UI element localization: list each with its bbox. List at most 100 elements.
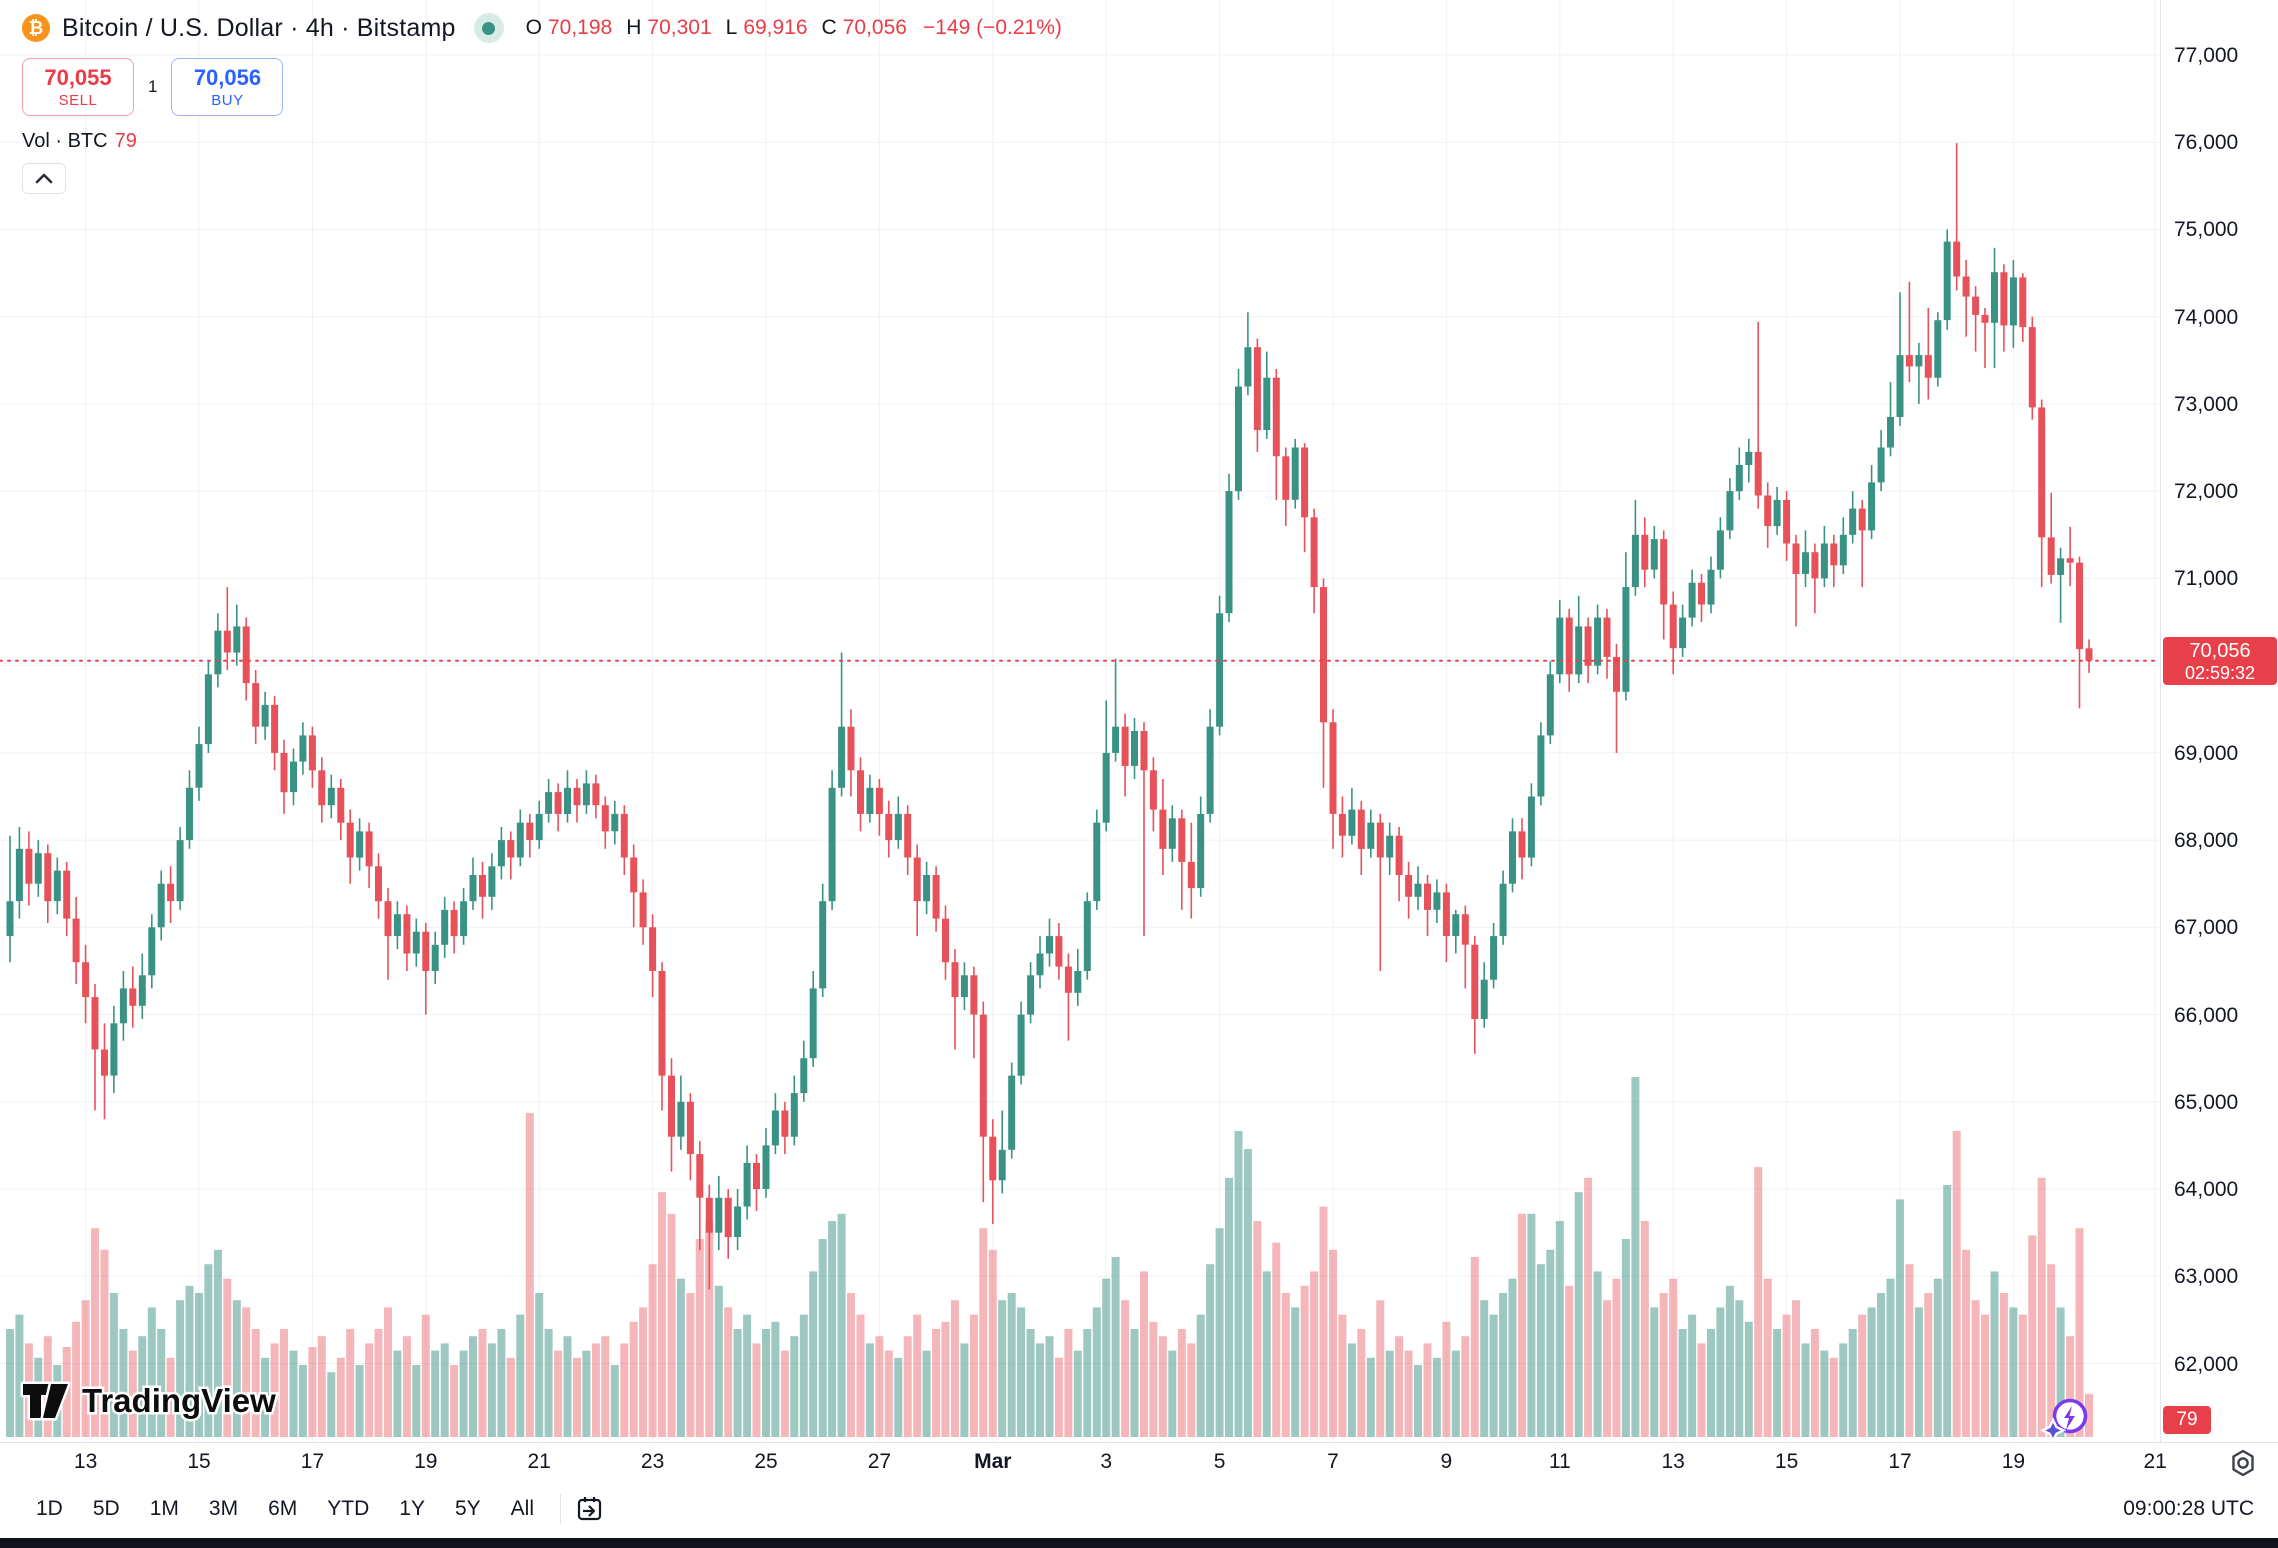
price-tick-label: 66,000: [2174, 1003, 2239, 1027]
volume-bar: [1792, 1300, 1800, 1437]
candle-body: [1877, 447, 1885, 483]
volume-label: Vol · BTC: [22, 130, 108, 152]
volume-bar: [1423, 1343, 1432, 1437]
time-tick-label: 21: [2143, 1450, 2167, 1473]
close-label: C: [821, 16, 837, 39]
candle-body: [1017, 1014, 1025, 1076]
range-button-5y[interactable]: 5Y: [454, 1497, 481, 1520]
range-button-6m[interactable]: 6M: [268, 1497, 298, 1520]
volume-bar: [1026, 1329, 1035, 1437]
time-axis[interactable]: 13 15 17 19 21 23 25 27 Mar 3 5 7 9 11 13 15 17 19 21: [0, 1442, 2278, 1480]
candle-body: [979, 1014, 987, 1137]
candlestick-plot[interactable]: [0, 0, 2160, 1442]
gear-icon[interactable]: [2228, 1448, 2258, 1478]
price-scale[interactable]: 70,056 02:59:32 79 77,000 76,000 75,000 74,…: [2160, 0, 2278, 1442]
candle-body: [1830, 543, 1838, 566]
candle-body: [2057, 558, 2065, 575]
candle-body: [866, 787, 874, 814]
candle-body: [1405, 875, 1413, 897]
candle-body: [668, 1075, 675, 1137]
volume-bar: [1659, 1293, 1668, 1437]
candle-body: [1726, 491, 1734, 531]
volume-bar: [412, 1365, 421, 1437]
candle-body: [1235, 386, 1242, 492]
range-button-1m[interactable]: 1M: [149, 1497, 179, 1520]
candle-body: [1537, 735, 1545, 797]
range-button-1d[interactable]: 1D: [36, 1497, 63, 1520]
buy-label: BUY: [211, 91, 244, 109]
volume-bar: [1886, 1278, 1895, 1437]
range-button-1y[interactable]: 1Y: [399, 1497, 425, 1520]
volume-bar: [771, 1321, 780, 1437]
candle-body: [696, 1154, 704, 1198]
candle-body: [1991, 272, 1998, 323]
volume-bar: [1631, 1077, 1640, 1437]
candle-body: [535, 813, 543, 841]
volume-bar: [109, 1293, 118, 1437]
volume-bar: [1092, 1307, 1101, 1437]
volume-bar: [875, 1336, 884, 1437]
buy-price: 70,056: [193, 64, 262, 90]
volume-bar: [516, 1314, 525, 1437]
sell-button[interactable]: 70,055 SELL: [22, 58, 134, 116]
candle-body: [1008, 1075, 1016, 1150]
volume-bar: [743, 1314, 752, 1437]
candle-body: [658, 971, 666, 1076]
volume-bar: [1508, 1278, 1517, 1437]
volume-bar: [1281, 1293, 1290, 1437]
volume-bar: [1319, 1206, 1328, 1437]
volume-bar: [1451, 1350, 1460, 1437]
candle-body: [894, 813, 902, 841]
range-button-all[interactable]: All: [510, 1497, 534, 1520]
candle-body: [488, 866, 496, 897]
chart-canvas[interactable]: [0, 0, 2160, 1442]
range-button-ytd[interactable]: YTD: [327, 1497, 370, 1520]
candle-body: [913, 857, 921, 902]
buy-button[interactable]: 70,056 BUY: [171, 58, 284, 116]
volume-bar: [1102, 1278, 1111, 1437]
candle-body: [1424, 883, 1431, 910]
volume-bar: [1810, 1329, 1819, 1437]
collapse-pane-button[interactable]: [22, 163, 66, 194]
candle-body: [1896, 355, 1904, 417]
range-button-5d[interactable]: 5D: [92, 1497, 120, 1520]
volume-bar: [2028, 1235, 2037, 1437]
candle-body: [2076, 562, 2083, 650]
volume-bar: [1640, 1221, 1649, 1437]
volume-bar: [213, 1249, 222, 1437]
price-tick-label: 71,000: [2174, 567, 2239, 591]
range-button-3m[interactable]: 3M: [208, 1497, 239, 1520]
time-tick-label: 5: [1213, 1450, 1226, 1473]
candle-body: [507, 840, 515, 858]
volume-bar: [469, 1336, 477, 1437]
clock[interactable]: 09:00:28 UTC: [2123, 1497, 2254, 1520]
volume-bar: [1243, 1149, 1252, 1437]
candle-body: [1083, 901, 1091, 971]
goto-date-button[interactable]: [575, 1494, 605, 1524]
volume-bar: [2056, 1307, 2065, 1437]
volume-bar: [497, 1329, 506, 1437]
volume-bar: [317, 1336, 326, 1437]
volume-bar: [421, 1314, 430, 1437]
candle-body: [923, 875, 931, 902]
market-status-icon[interactable]: [473, 13, 504, 43]
symbol-title[interactable]: Bitcoin / U.S. Dollar · 4h · Bitstamp: [62, 13, 456, 42]
volume-bar: [799, 1314, 808, 1437]
candle-body: [1962, 276, 1970, 297]
candle-body: [1764, 495, 1772, 526]
candle-body: [1773, 499, 1781, 527]
volume-bar: [1650, 1307, 1659, 1437]
volume-bar: [1678, 1329, 1687, 1437]
volume-bar: [790, 1336, 799, 1437]
candle-body: [960, 975, 968, 998]
tradingview-logo[interactable]: TradingView: [20, 1378, 342, 1424]
candle-body: [186, 787, 193, 841]
volume-bar: [544, 1329, 553, 1437]
volume-bar: [440, 1343, 449, 1437]
time-tick-label: 25: [754, 1450, 778, 1473]
volume-legend: Vol · BTC 79: [22, 130, 1062, 153]
change-value: −149 (−0.21%): [922, 16, 1062, 39]
flash-boost-icon[interactable]: [2036, 1390, 2098, 1446]
time-tick-label: 23: [640, 1450, 665, 1473]
volume-bar: [1385, 1350, 1394, 1437]
